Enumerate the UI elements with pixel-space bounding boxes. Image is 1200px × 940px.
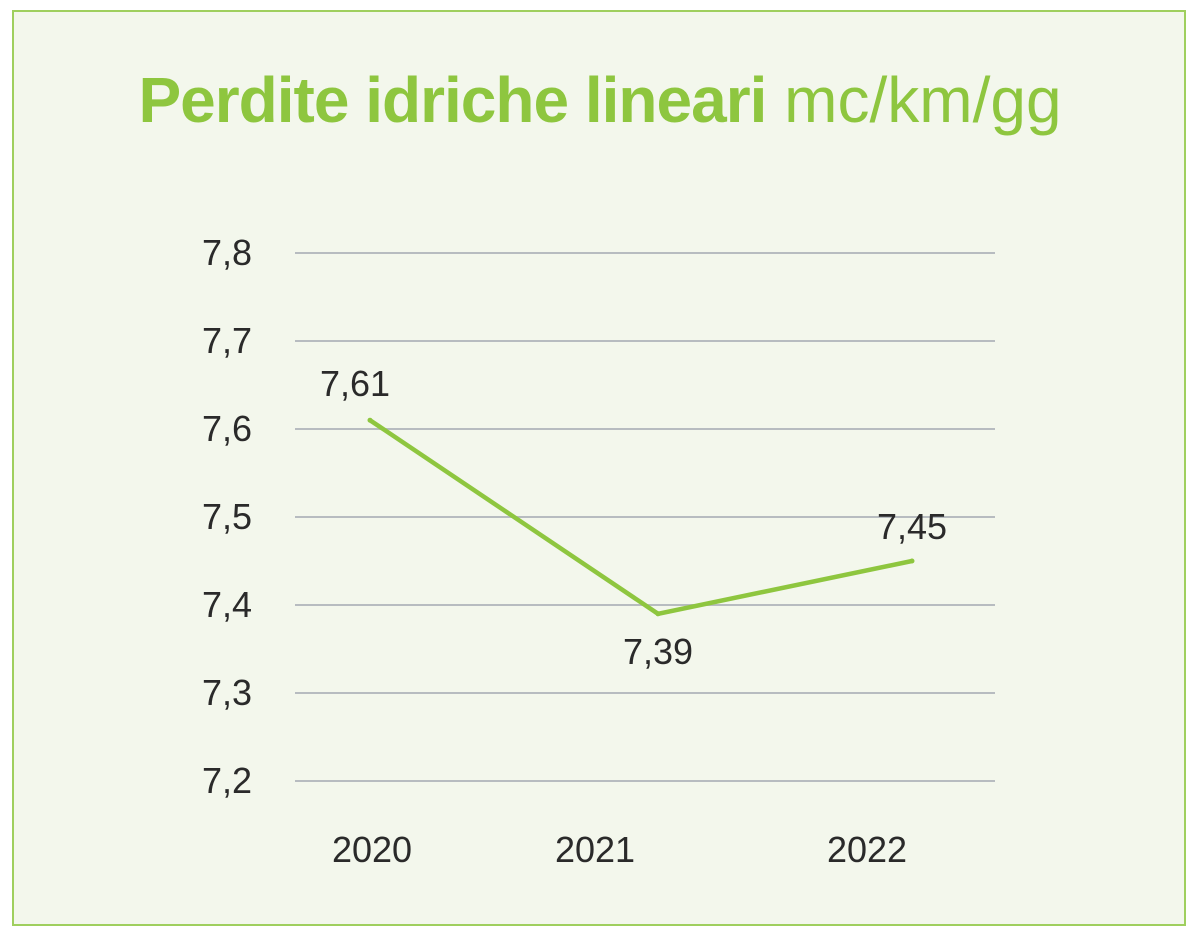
chart-title-main: Perdite idriche lineari (138, 64, 767, 136)
x-category-label: 2020 (332, 829, 412, 870)
data-labels: 7,61 7,39 7,45 (320, 363, 947, 672)
data-point (655, 611, 661, 617)
series-line-layer (367, 417, 915, 617)
y-tick-label: 7,6 (202, 408, 252, 449)
y-tick-label: 7,4 (202, 584, 252, 625)
x-category-label: 2022 (827, 829, 907, 870)
chart-title: Perdite idriche lineari mc/km/gg (0, 62, 1200, 138)
chart-title-unit: mc/km/gg (784, 64, 1062, 136)
y-tick-label: 7,5 (202, 496, 252, 537)
data-label: 7,61 (320, 363, 390, 404)
x-category-label: 2021 (555, 829, 635, 870)
x-axis-categories: 2020 2021 2022 (332, 829, 907, 870)
y-tick-label: 7,3 (202, 672, 252, 713)
y-axis-ticks: 7,2 7,3 7,4 7,5 7,6 7,7 7,8 (202, 232, 252, 801)
data-point (367, 417, 373, 423)
data-label: 7,45 (877, 506, 947, 547)
data-label: 7,39 (623, 631, 693, 672)
y-tick-label: 7,8 (202, 232, 252, 273)
y-tick-label: 7,2 (202, 760, 252, 801)
data-point (909, 558, 915, 564)
y-tick-label: 7,7 (202, 320, 252, 361)
chart-panel (12, 10, 1186, 926)
